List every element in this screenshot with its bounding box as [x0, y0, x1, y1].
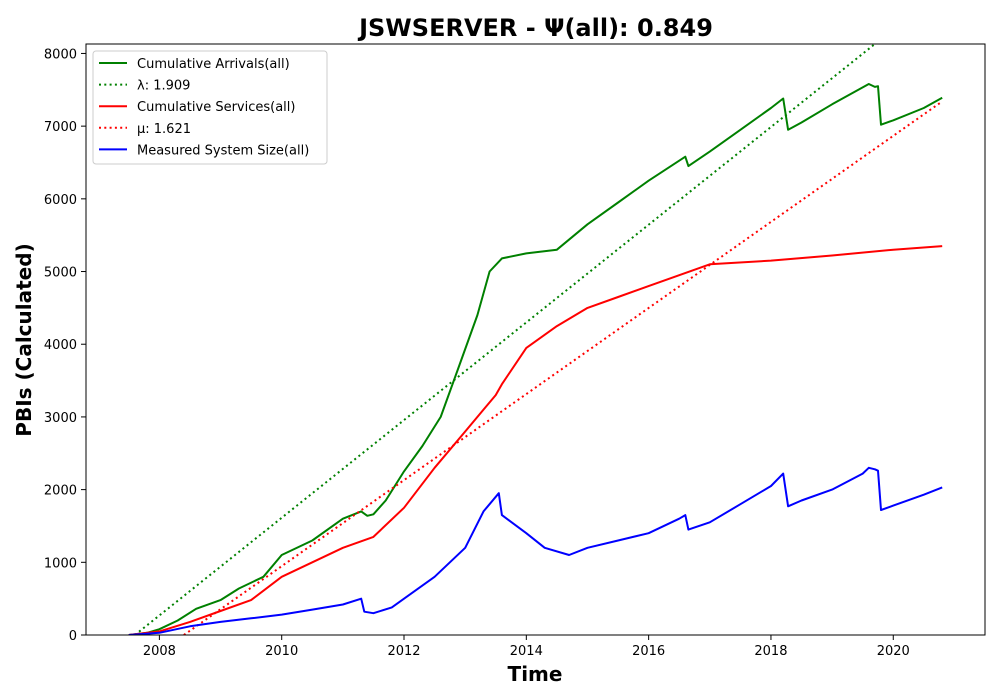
- series-line-2: [128, 245, 943, 635]
- legend-label: Cumulative Arrivals(all): [137, 57, 290, 72]
- legend-label: λ: 1.909: [137, 79, 190, 94]
- legend-box: [92, 50, 328, 165]
- series-line-4: [128, 466, 943, 635]
- y-tick-label: 0: [69, 629, 77, 644]
- y-tick-label: 6000: [44, 193, 77, 208]
- axes-frame: [85, 43, 986, 636]
- legend: Cumulative Arrivals(all) λ: 1.909 Cumulati…: [92, 50, 328, 165]
- y-tick-label: 5000: [44, 266, 77, 281]
- legend-label: Cumulative Services(all): [137, 100, 295, 115]
- x-tick-label: 2010: [265, 644, 298, 659]
- y-tick-label: 8000: [44, 47, 77, 62]
- y-tick-label: 4000: [44, 338, 77, 353]
- x-tick-label: 2020: [877, 644, 910, 659]
- chart-title: JSWSERVER - Ψ(all): 0.849: [357, 14, 713, 42]
- y-tick-label: 1000: [44, 556, 77, 571]
- series-line-3: [183, 100, 943, 635]
- x-axis-label: Time: [508, 662, 563, 686]
- x-tick-label: 2012: [387, 644, 420, 659]
- x-tick-label: 2018: [754, 644, 787, 659]
- y-tick-label: 3000: [44, 411, 77, 426]
- x-tick-label: 2008: [143, 644, 176, 659]
- axes: 2008 2010 2012 2014 2016 2018 2020 0 1000 2000 300…: [44, 43, 986, 659]
- plot-area: [128, 44, 943, 635]
- x-tick-label: 2014: [510, 644, 543, 659]
- y-tick-label: 7000: [44, 120, 77, 135]
- y-tick-label: 2000: [44, 484, 77, 499]
- series-line-1: [134, 44, 876, 635]
- legend-label: Measured System Size(all): [137, 143, 309, 158]
- legend-label: μ: 1.621: [137, 122, 191, 137]
- x-tick-label: 2016: [632, 644, 665, 659]
- series-line-0: [128, 83, 943, 635]
- y-axis-label: PBIs (Calculated): [12, 243, 36, 436]
